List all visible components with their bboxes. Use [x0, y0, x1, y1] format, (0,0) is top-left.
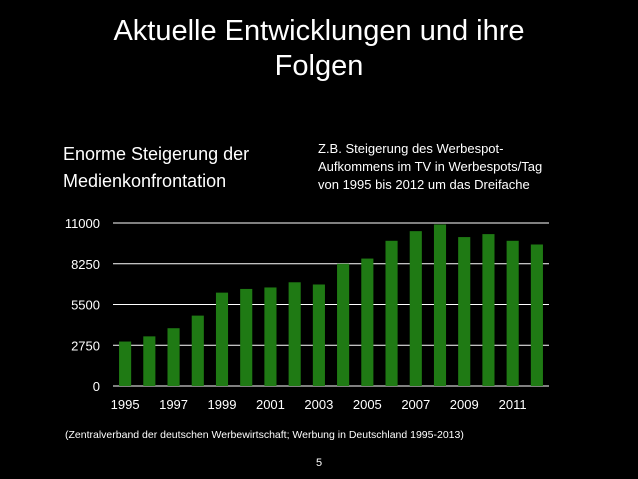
bar [119, 341, 132, 386]
y-tick-label: 2750 [71, 338, 100, 353]
x-tick-label: 2007 [401, 397, 430, 412]
x-tick-label: 2011 [499, 397, 527, 412]
right-text-line-3: von 1995 bis 2012 um das Dreifache [318, 177, 530, 192]
x-tick-label: 1995 [111, 397, 140, 412]
bar [215, 292, 229, 386]
bar [240, 288, 253, 386]
bar [264, 287, 277, 386]
slide-title-line-2: Folgen [274, 50, 364, 82]
source-note: (Zentralverband der deutschen Werbewirts… [65, 429, 464, 441]
bar [288, 282, 301, 386]
bar [337, 263, 350, 386]
bar [482, 234, 495, 386]
bar [167, 328, 180, 386]
bar [506, 240, 519, 386]
bar [361, 258, 374, 386]
bar [530, 244, 543, 386]
x-tick-label: 1997 [159, 397, 188, 412]
bar [458, 237, 471, 386]
left-text-line-1: Enorme Steigerung der [63, 144, 250, 164]
page-number: 5 [315, 457, 323, 469]
bar [191, 315, 204, 386]
x-tick-label: 2001 [256, 397, 285, 412]
y-tick-label: 8250 [71, 257, 100, 272]
x-tick-label: 2005 [353, 397, 382, 412]
bar [433, 224, 447, 386]
bar [312, 284, 325, 386]
slide-title: Aktuelle Entwicklungen und ihre Folgen [0, 14, 638, 84]
bar [385, 240, 398, 386]
right-text-block: Z.B. Steigerung des Werbespot- Aufkommen… [318, 140, 542, 194]
y-tick-label: 5500 [71, 298, 100, 313]
bar [143, 336, 156, 386]
bar [409, 231, 422, 386]
x-tick-label: 2009 [450, 397, 479, 412]
right-text-line-1: Z.B. Steigerung des Werbespot- [318, 141, 504, 156]
y-tick-label: 11000 [65, 216, 100, 231]
x-tick-label: 2003 [304, 397, 333, 412]
y-tick-label: 0 [93, 379, 100, 394]
slide-title-line-1: Aktuelle Entwicklungen und ihre [113, 15, 525, 47]
x-tick-label: 1999 [208, 397, 237, 412]
left-text-block: Enorme Steigerung der Medienkonfrontatio… [63, 141, 249, 195]
right-text-line-2: Aufkommens im TV in Werbespots/Tag [318, 159, 543, 174]
left-text-line-2: Medienkonfrontation [63, 171, 227, 191]
